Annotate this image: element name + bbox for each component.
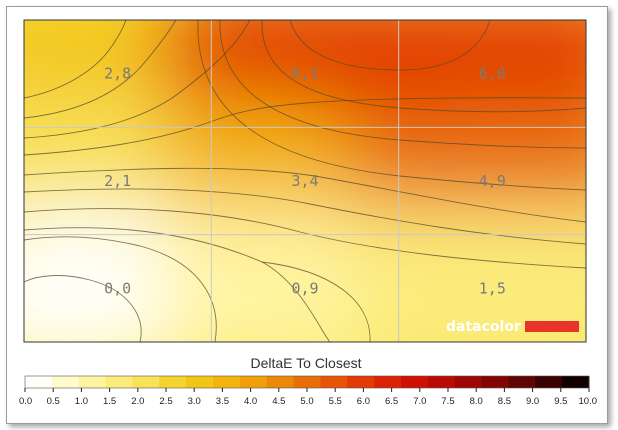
contour-line bbox=[24, 20, 177, 119]
legend-swatch bbox=[454, 376, 483, 388]
legend-swatch bbox=[159, 376, 187, 388]
legend-tick-label: 6.0 bbox=[357, 396, 370, 407]
plot-area bbox=[24, 20, 586, 342]
contour-line bbox=[24, 167, 586, 223]
legend-swatch bbox=[105, 376, 133, 388]
legend-swatch bbox=[239, 376, 268, 388]
legend-swatch bbox=[508, 376, 536, 388]
legend-tick-label: 0.0 bbox=[19, 396, 32, 407]
legend-tick-label: 7.5 bbox=[441, 396, 454, 407]
contour-line bbox=[289, 20, 491, 71]
legend-tick-label: 3.0 bbox=[188, 396, 201, 407]
brand-name: datacolor bbox=[446, 319, 521, 335]
contour-line bbox=[24, 227, 331, 342]
cell-value-label: 2,1 bbox=[104, 172, 131, 190]
cell-value-labels: 2,8 6,1 6,0 2,1 3,4 4,9 0,0 0,9 1,5 bbox=[104, 65, 506, 298]
contour-line bbox=[197, 20, 586, 191]
legend-tick-label: 4.5 bbox=[272, 396, 285, 407]
brand-bar bbox=[525, 321, 579, 332]
legend-tick-label: 10.0 bbox=[579, 396, 598, 407]
legend-swatch bbox=[374, 376, 402, 388]
color-scale-legend: 0.0 0.5 1.0 1.5 2.0 2.5 3.0 3.5 4.0 4.5 5.0 5.5 6.0 6… bbox=[19, 375, 598, 407]
legend-swatch bbox=[401, 376, 429, 388]
legend-swatch bbox=[347, 376, 375, 388]
legend-swatch bbox=[562, 376, 590, 388]
cell-value-label: 1,5 bbox=[479, 279, 506, 297]
legend-swatch bbox=[427, 376, 456, 388]
legend-tick-label: 3.5 bbox=[216, 396, 229, 407]
cell-value-label: 4,9 bbox=[479, 172, 506, 190]
legend-swatch bbox=[78, 376, 107, 388]
legend-tick-label: 5.5 bbox=[329, 396, 342, 407]
legend-swatch bbox=[213, 376, 241, 388]
legend-swatch bbox=[132, 376, 160, 388]
cell-value-label: 0,0 bbox=[104, 279, 131, 297]
legend-tick-label: 1.5 bbox=[103, 396, 116, 407]
cell-value-label: 6,0 bbox=[479, 65, 506, 83]
brand-logo: datacolor bbox=[446, 319, 579, 335]
color-cell-peak bbox=[24, 262, 164, 342]
contour-line bbox=[24, 208, 586, 269]
legend-tick-label: 2.0 bbox=[131, 396, 144, 407]
legend-tick-label: 2.5 bbox=[159, 396, 172, 407]
legend-tick-label: 9.0 bbox=[526, 396, 539, 407]
plot-border bbox=[23, 19, 587, 343]
cell-value-label: 2,8 bbox=[104, 65, 131, 83]
legend-swatch bbox=[535, 376, 563, 388]
contour-line bbox=[261, 20, 586, 113]
legend-tick-label: 8.0 bbox=[470, 396, 483, 407]
legend-tick-label: 1.0 bbox=[75, 396, 88, 407]
contour-lines bbox=[24, 20, 586, 342]
legend-swatch bbox=[320, 376, 348, 388]
legend-title: DeltaE To Closest bbox=[250, 355, 361, 371]
legend-tick-label: 6.5 bbox=[385, 396, 398, 407]
cell-value-label: 3,4 bbox=[291, 172, 318, 190]
legend-swatch bbox=[51, 376, 80, 388]
contour-line bbox=[24, 97, 586, 156]
color-cell bbox=[351, 207, 586, 342]
legend-tick-label: 9.5 bbox=[554, 396, 567, 407]
contour-line bbox=[261, 261, 371, 342]
grid-lines bbox=[24, 20, 586, 342]
legend-tick-label: 5.0 bbox=[300, 396, 313, 407]
legend-swatch bbox=[25, 376, 53, 388]
contour-line bbox=[24, 20, 251, 139]
legend-swatch bbox=[266, 376, 295, 388]
legend-tick-label: 0.5 bbox=[47, 396, 60, 407]
legend-tick-label: 4.0 bbox=[244, 396, 257, 407]
contour-line bbox=[219, 20, 586, 149]
legend-swatch bbox=[186, 376, 214, 388]
contour-line bbox=[24, 20, 127, 99]
cell-value-label: 0,9 bbox=[291, 279, 318, 297]
legend-swatch bbox=[481, 376, 509, 388]
contour-line bbox=[24, 275, 142, 342]
contour-line bbox=[24, 236, 217, 342]
legend-tick-label: 7.0 bbox=[413, 396, 426, 407]
legend-tick-label: 8.5 bbox=[498, 396, 511, 407]
legend-swatch bbox=[293, 376, 321, 388]
cell-value-label: 6,1 bbox=[291, 65, 318, 83]
